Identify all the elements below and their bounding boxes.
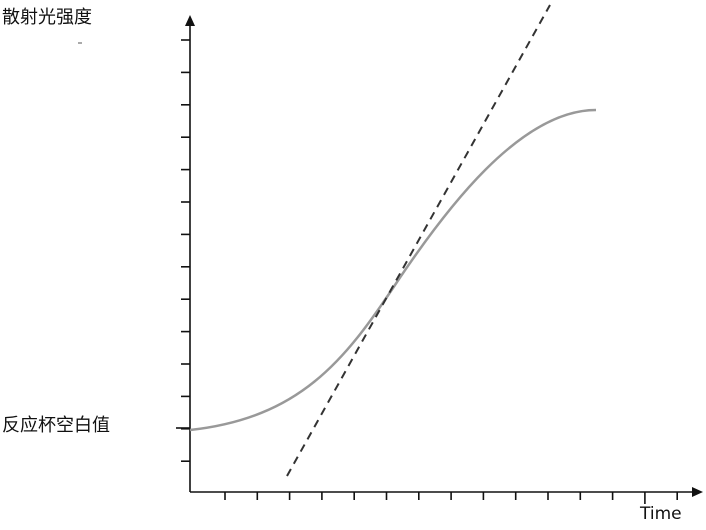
tangent-line — [286, 4, 551, 477]
y-arrow — [185, 15, 195, 26]
scatter-curve — [189, 108, 597, 432]
x-arrow — [692, 487, 703, 497]
y-axis-label: 散射光强度 — [2, 7, 92, 28]
baseline-label: 反应杯空白值 — [2, 415, 110, 436]
x-axis-label: Time — [639, 504, 682, 524]
ticks — [181, 39, 679, 504]
